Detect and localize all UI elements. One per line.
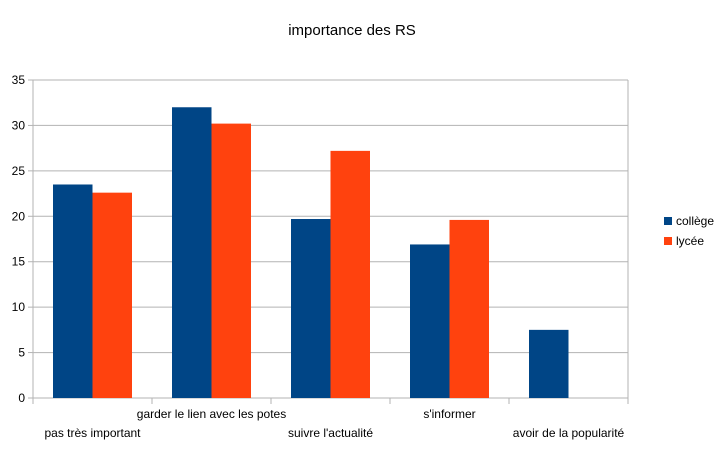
bar-college	[291, 219, 331, 398]
bar-college	[410, 244, 450, 398]
bar-lycee	[449, 219, 489, 398]
category-label: suivre l'actualité	[288, 426, 373, 440]
category-label: s'informer	[423, 407, 475, 421]
bar-college	[53, 184, 93, 398]
bar-lycee	[330, 150, 370, 398]
chart-title: importance des RS	[288, 22, 416, 39]
y-tick-label: 5	[18, 346, 25, 360]
bars	[53, 107, 569, 399]
bar-lycee	[92, 192, 132, 398]
y-tick-label: 10	[12, 300, 26, 314]
legend-label: lycée	[676, 234, 704, 248]
legend-label: collège	[676, 214, 714, 228]
axes: 0 5 10 15 20 25 30 35	[12, 73, 629, 405]
y-tick-label: 25	[12, 164, 26, 178]
legend-swatch	[664, 237, 672, 245]
legend: collège lycée	[664, 214, 714, 248]
y-tick-label: 0	[18, 391, 25, 405]
category-label: pas très important	[44, 426, 141, 440]
category-label: garder le lien avec les potes	[137, 407, 286, 421]
bar-lycee	[211, 123, 251, 399]
category-label: avoir de la popularité	[513, 426, 625, 440]
category-labels: pas très important garder le lien avec le…	[44, 407, 624, 440]
bar-college	[529, 329, 569, 398]
y-tick-label: 30	[12, 118, 26, 132]
legend-swatch	[664, 217, 672, 225]
y-tick-label: 35	[12, 73, 26, 87]
bar-college	[172, 107, 212, 398]
y-tick-label: 15	[12, 255, 26, 269]
y-tick-label: 20	[12, 209, 26, 223]
